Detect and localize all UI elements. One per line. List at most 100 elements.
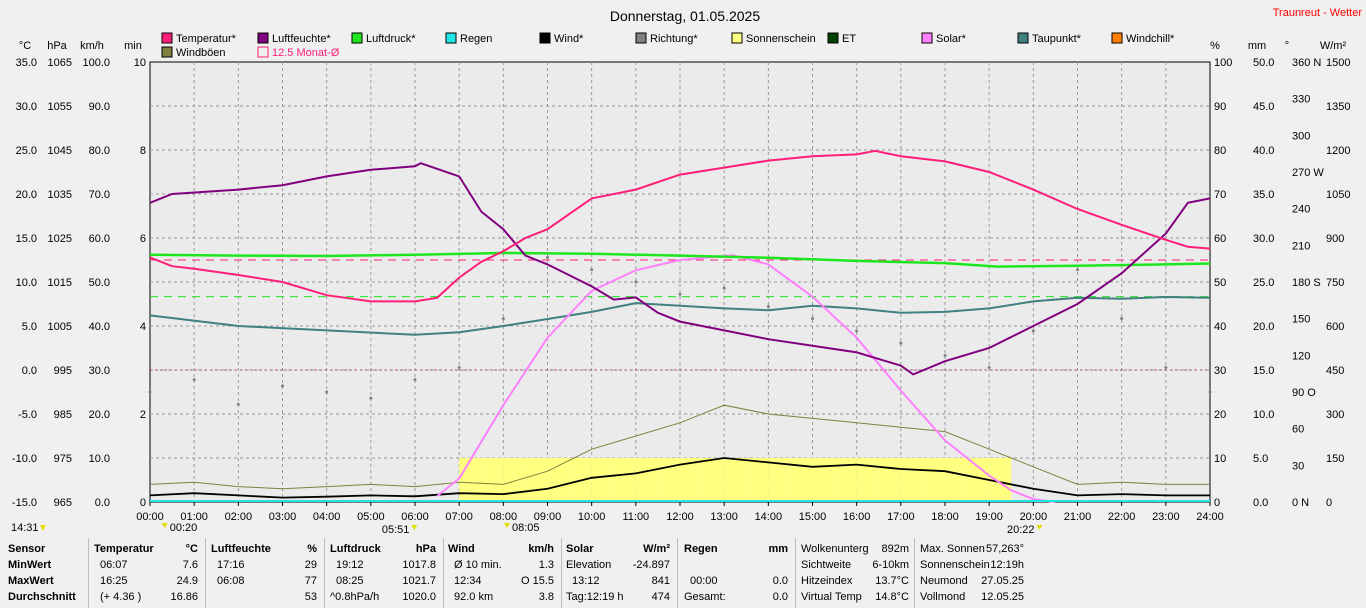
legend-label-11: Windböen (176, 47, 226, 59)
tick-rain-4: 30.0 (1253, 233, 1274, 245)
tick-dir-9: 90 O (1292, 387, 1316, 399)
tick-hum-0: 100 (1214, 57, 1232, 69)
tick-rain-10: 0.0 (1253, 497, 1268, 509)
stats-visibility-label: Sichtweite (801, 559, 852, 571)
legend-swatch-4 (539, 32, 551, 44)
stats-solar-unit: W/m² (643, 543, 670, 555)
direction-point-2 (236, 402, 240, 406)
stats-row-max: MaxWert (8, 575, 54, 587)
unit-left-0: °C (19, 40, 31, 52)
tick-rain-9: 5.0 (1253, 453, 1268, 465)
x-tick-5: 05:00 (357, 511, 385, 523)
direction-point-13 (722, 286, 726, 290)
x-tick-0: 00:00 (136, 511, 164, 523)
legend-label-4: Wind* (554, 33, 584, 45)
tick-solar-4: 900 (1326, 233, 1344, 245)
tick-press-9: 975 (54, 453, 72, 465)
marker-moonrise-arrow (504, 523, 511, 528)
stats-heatindex: 13.7°C (875, 575, 909, 587)
legend-swatch-6 (731, 32, 743, 44)
legend-swatch-1 (257, 32, 269, 44)
stats-fullmoon: 12.05.25 (981, 591, 1024, 603)
marker-now-arrow (40, 525, 46, 531)
tick-min-5: 0 (140, 497, 146, 509)
tick-wind-3: 70.0 (89, 189, 110, 201)
sunshine-bar-15 (790, 458, 813, 502)
tick-temp-1: 30.0 (16, 101, 37, 113)
unit-right-0: % (1210, 40, 1220, 52)
tick-rain-0: 50.0 (1253, 57, 1274, 69)
sunshine-bar-2 (503, 458, 526, 502)
tick-temp-6: 5.0 (22, 321, 37, 333)
tick-hum-9: 10 (1214, 453, 1226, 465)
sunshine-bar-24 (989, 458, 1012, 502)
tick-press-5: 1015 (48, 277, 72, 289)
stats-fullmoon-label: Vollmond (920, 591, 966, 603)
tick-min-0: 10 (134, 57, 146, 69)
tick-press-1: 1055 (48, 101, 72, 113)
legend-swatch-0 (161, 32, 173, 44)
x-tick-15: 15:00 (799, 511, 827, 523)
legend-swatch-12 (257, 46, 269, 58)
marker-sunrise-arrow (411, 525, 418, 530)
tick-min-1: 8 (140, 145, 146, 157)
direction-point-17 (899, 341, 903, 345)
tick-press-4: 1025 (48, 233, 72, 245)
tick-solar-5: 750 (1326, 277, 1344, 289)
sunshine-bar-10 (680, 458, 703, 502)
tick-solar-8: 300 (1326, 409, 1344, 421)
sunshine-bar-11 (702, 458, 725, 502)
direction-point-23 (1164, 366, 1168, 370)
series-gusts (149, 404, 1210, 490)
stats-sun-elevation: 57,263° (985, 543, 1024, 555)
sunshine-bar-17 (834, 458, 857, 502)
tick-solar-9: 150 (1326, 453, 1344, 465)
stats-solar-avg: 474 (651, 591, 670, 603)
tick-dir-2: 300 (1292, 130, 1310, 142)
direction-point-10 (590, 268, 594, 272)
stats-astro: Max. Sonnen 57,263° Sonnenschein 12:19h … (920, 538, 1026, 608)
x-tick-11: 11:00 (622, 511, 649, 523)
sunshine-bar-22 (945, 458, 968, 502)
stats-rain-time: 00:00 (690, 575, 718, 587)
stats-press-max: 1021.7 (402, 575, 436, 587)
tick-wind-4: 60.0 (89, 233, 110, 245)
direction-point-7 (457, 366, 461, 370)
x-tick-7: 07:00 (445, 511, 473, 523)
tick-dir-5: 210 (1292, 240, 1310, 252)
x-tick-12: 12:00 (666, 511, 694, 523)
legend-label-10: Windchill* (1126, 33, 1175, 45)
stats-temperature: Temperatur °C 06:07 7.6 16:25 24.9 (+ 4.… (94, 538, 202, 608)
tick-temp-9: -10.0 (12, 453, 37, 465)
sunshine-bar-14 (768, 458, 791, 502)
stats-extra: Wolkenunterg 892m Sichtweite 6-10km Hitz… (801, 538, 911, 608)
stats-hum-min-time: 17:16 (217, 559, 245, 571)
tick-dir-4: 240 (1292, 204, 1310, 216)
axes: 35.030.025.020.015.010.05.00.0-5.0-10.0-… (12, 57, 1351, 509)
legend-label-6: Sonnenschein (746, 33, 816, 45)
stats-visibility: 6-10km (872, 559, 909, 571)
tick-hum-4: 60 (1214, 233, 1226, 245)
marker-sunrise: 05:51 (382, 524, 410, 536)
series-pressure (149, 251, 1211, 268)
stats-rain: Regen mm 00:00 0.0 Gesamt: 0.0 (684, 538, 792, 608)
stats-sensor-title: Sensor (8, 543, 46, 555)
x-tick-22: 22:00 (1108, 511, 1136, 523)
tick-min-4: 2 (140, 409, 146, 421)
x-tick-20: 20:00 (1020, 511, 1048, 523)
stats-hum-max: 77 (304, 575, 317, 587)
tick-rain-5: 25.0 (1253, 277, 1274, 289)
stats-rain-title: Regen (684, 543, 718, 555)
stats-press-title: Luftdruck (330, 543, 381, 555)
legend-label-9: Taupunkt* (1032, 33, 1082, 45)
tick-wind-9: 10.0 (89, 453, 110, 465)
sunshine-bar-4 (547, 458, 570, 502)
tick-wind-0: 100.0 (82, 57, 110, 69)
legend-swatch-5 (635, 32, 647, 44)
x-tick-24: 24:00 (1196, 511, 1224, 523)
tick-hum-10: 0 (1214, 497, 1220, 509)
sunshine-bar-3 (525, 458, 548, 502)
tick-temp-0: 35.0 (16, 57, 37, 69)
tick-solar-1: 1350 (1326, 101, 1350, 113)
tick-rain-2: 40.0 (1253, 145, 1274, 157)
